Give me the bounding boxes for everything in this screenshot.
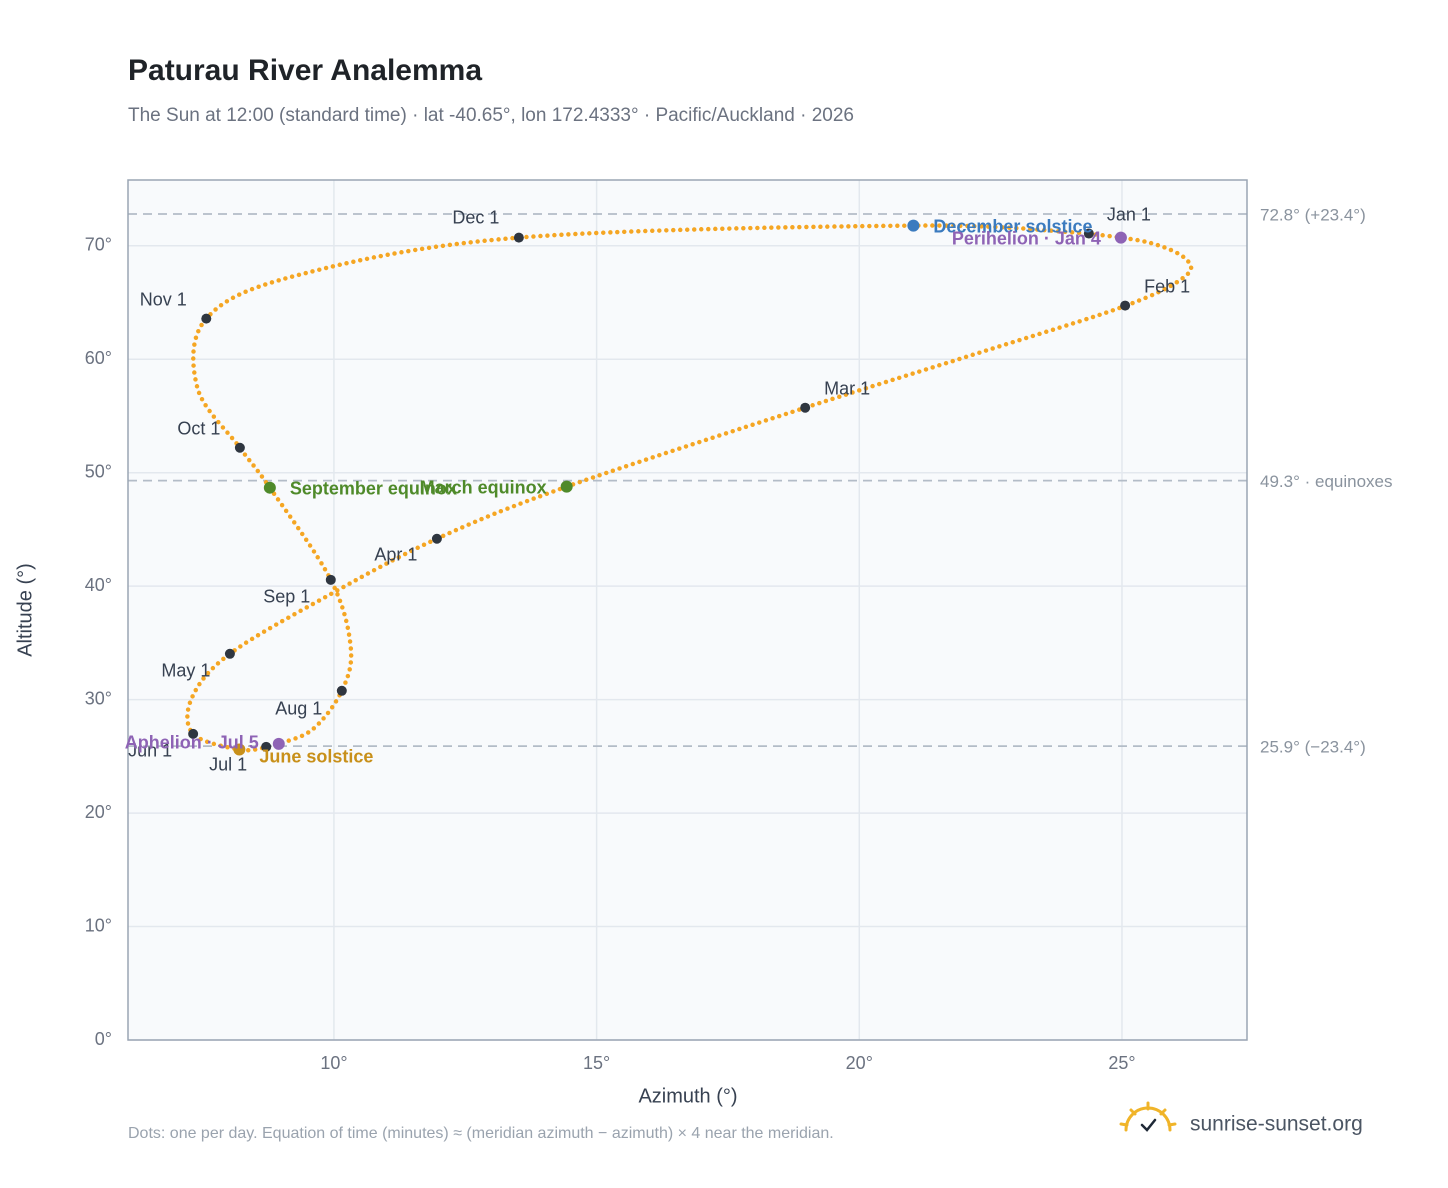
month-marker [431, 533, 442, 544]
logo-icon [1119, 1101, 1177, 1132]
month-marker [336, 685, 347, 696]
month-label: Aug 1 [275, 699, 322, 719]
x-tick-label: 25° [1108, 1053, 1135, 1073]
y-axis-label: Altitude (°) [14, 563, 36, 657]
event-marker [233, 743, 246, 756]
event-marker [1114, 231, 1127, 244]
month-label: Dec 1 [452, 207, 499, 227]
y-tick-label: 30° [85, 688, 112, 708]
event-marker [272, 737, 285, 750]
y-tick-label: 70° [85, 235, 112, 255]
event-marker [907, 219, 920, 232]
month-label: Apr 1 [374, 544, 417, 564]
y-tick-label: 60° [85, 348, 112, 368]
event-label: Aphelion · Jul 5 [125, 733, 259, 753]
month-marker [188, 728, 199, 739]
plot-area [128, 180, 1247, 1040]
month-marker [325, 574, 336, 585]
month-label: Jul 1 [209, 755, 247, 775]
grid [128, 180, 1247, 1041]
month-marker [1120, 300, 1131, 311]
y-tick-label: 0° [95, 1029, 112, 1049]
event-marker [560, 480, 573, 493]
y-tick-label: 40° [85, 575, 112, 595]
event-marker [263, 481, 276, 494]
month-label: Nov 1 [140, 289, 187, 309]
month-label: Feb 1 [1144, 276, 1190, 296]
month-marker [201, 313, 212, 324]
y-tick-label: 20° [85, 802, 112, 822]
x-tick-label: 10° [320, 1053, 347, 1073]
month-label: Jan 1 [1107, 204, 1151, 224]
month-marker [800, 402, 811, 413]
x-tick-label: 15° [583, 1053, 610, 1073]
chart-title: Paturau River Analemma [128, 54, 482, 87]
x-tick-label: 20° [846, 1053, 873, 1073]
month-label: Sep 1 [263, 587, 310, 607]
x-axis-label: Azimuth (°) [638, 1085, 737, 1107]
reference-label: 49.3° · equinoxes [1260, 472, 1393, 491]
month-label: Mar 1 [824, 378, 870, 398]
month-marker [234, 442, 245, 453]
y-tick-label: 10° [85, 915, 112, 935]
event-label: December solstice [933, 216, 1092, 236]
event-label: March equinox [420, 477, 547, 497]
month-marker [224, 648, 235, 659]
event-label: Perihelion · Jan 4 [952, 228, 1101, 248]
reference-label: 72.8° (+23.4°) [1260, 206, 1366, 225]
analemma-curve [185, 223, 1194, 753]
month-label: Jun 1 [128, 741, 172, 761]
event-label: June solstice [259, 746, 373, 766]
month-marker [513, 232, 524, 243]
chart-subtitle: The Sun at 12:00 (standard time) · lat -… [128, 105, 854, 126]
footnote: Dots: one per day. Equation of time (min… [128, 1125, 834, 1142]
event-label: September equinox [290, 478, 457, 498]
plot-frame [127, 179, 1248, 1041]
month-marker [261, 741, 272, 752]
y-tick-label: 50° [85, 461, 112, 481]
month-label: May 1 [161, 661, 210, 681]
month-label: Oct 1 [177, 419, 220, 439]
reference-label: 25.9° (−23.4°) [1260, 738, 1366, 757]
brand: sunrise-sunset.org [1190, 1113, 1363, 1136]
month-marker [1083, 228, 1094, 239]
